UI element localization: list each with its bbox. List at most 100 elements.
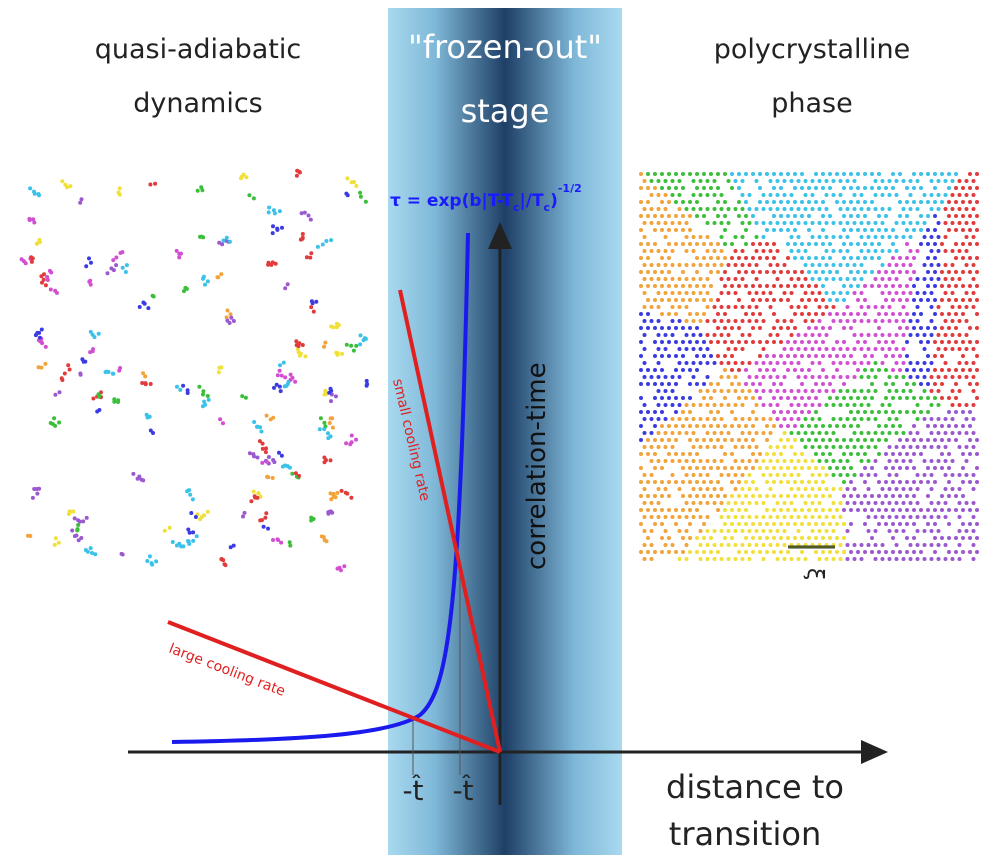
particle	[968, 368, 972, 372]
particle	[825, 235, 829, 239]
particle	[723, 452, 727, 456]
particle	[877, 326, 881, 330]
particle	[692, 319, 696, 323]
particle	[288, 544, 292, 548]
particle	[912, 424, 916, 428]
particle	[737, 298, 741, 302]
particle	[975, 270, 979, 274]
particle	[884, 298, 888, 302]
particle	[42, 272, 46, 276]
particle	[919, 200, 923, 204]
particle	[765, 368, 769, 372]
particle	[312, 517, 316, 521]
formula-part: |/T	[520, 191, 544, 211]
particle	[255, 496, 259, 500]
particle	[839, 473, 843, 477]
particle	[695, 550, 699, 554]
particle	[281, 465, 285, 469]
particle	[909, 389, 913, 393]
particle	[293, 380, 297, 384]
particle	[793, 228, 797, 232]
particle	[755, 389, 759, 393]
particle	[695, 242, 699, 246]
particle	[902, 529, 906, 533]
particle	[179, 252, 183, 256]
particle	[730, 368, 734, 372]
particle	[888, 235, 892, 239]
particle	[968, 186, 972, 190]
particle	[720, 333, 724, 337]
particle	[898, 424, 902, 428]
particle	[713, 529, 717, 533]
particle	[807, 228, 811, 232]
particle	[870, 494, 874, 498]
particle	[653, 410, 657, 414]
particle	[45, 275, 49, 279]
particle	[902, 347, 906, 351]
particle	[797, 333, 801, 337]
particle	[958, 529, 962, 533]
particle	[905, 326, 909, 330]
particle	[660, 508, 664, 512]
particle	[797, 529, 801, 533]
particle	[335, 491, 339, 495]
particle	[265, 460, 269, 464]
particle	[54, 536, 58, 540]
particle	[944, 291, 948, 295]
particle	[783, 501, 787, 505]
particle	[650, 459, 654, 463]
particle	[965, 445, 969, 449]
particle	[734, 543, 738, 547]
particle	[828, 438, 832, 442]
particle	[912, 326, 916, 330]
particle	[702, 424, 706, 428]
particle	[329, 387, 333, 391]
particle	[947, 270, 951, 274]
particle	[881, 207, 885, 211]
particle	[660, 256, 664, 260]
particle	[807, 438, 811, 442]
particle	[671, 389, 675, 393]
particle	[898, 214, 902, 218]
particle	[762, 221, 766, 225]
particle	[891, 396, 895, 400]
particle	[279, 389, 283, 393]
particle	[674, 242, 678, 246]
particle	[790, 445, 794, 449]
particle	[776, 361, 780, 365]
particle	[744, 312, 748, 316]
particle	[758, 354, 762, 358]
particle	[902, 319, 906, 323]
particle	[772, 466, 776, 470]
particle	[958, 221, 962, 225]
particle	[35, 492, 39, 496]
particle	[765, 200, 769, 204]
particle	[947, 326, 951, 330]
particle	[797, 403, 801, 407]
particle	[968, 452, 972, 456]
particle	[76, 523, 80, 527]
particle	[762, 389, 766, 393]
particle	[884, 228, 888, 232]
particle	[839, 347, 843, 351]
particle	[762, 515, 766, 519]
particle	[206, 279, 210, 283]
particle	[97, 332, 101, 336]
particle	[783, 291, 787, 295]
particle	[919, 396, 923, 400]
particle	[874, 515, 878, 519]
particle	[755, 459, 759, 463]
particle	[954, 200, 958, 204]
particle	[748, 361, 752, 365]
particle	[643, 487, 647, 491]
particle	[797, 515, 801, 519]
particle	[828, 186, 832, 190]
particle	[923, 389, 927, 393]
particle	[828, 396, 832, 400]
particle	[650, 417, 654, 421]
particle	[53, 289, 57, 293]
particle	[933, 438, 937, 442]
particle	[839, 249, 843, 253]
particle	[646, 186, 650, 190]
particle	[933, 382, 937, 386]
